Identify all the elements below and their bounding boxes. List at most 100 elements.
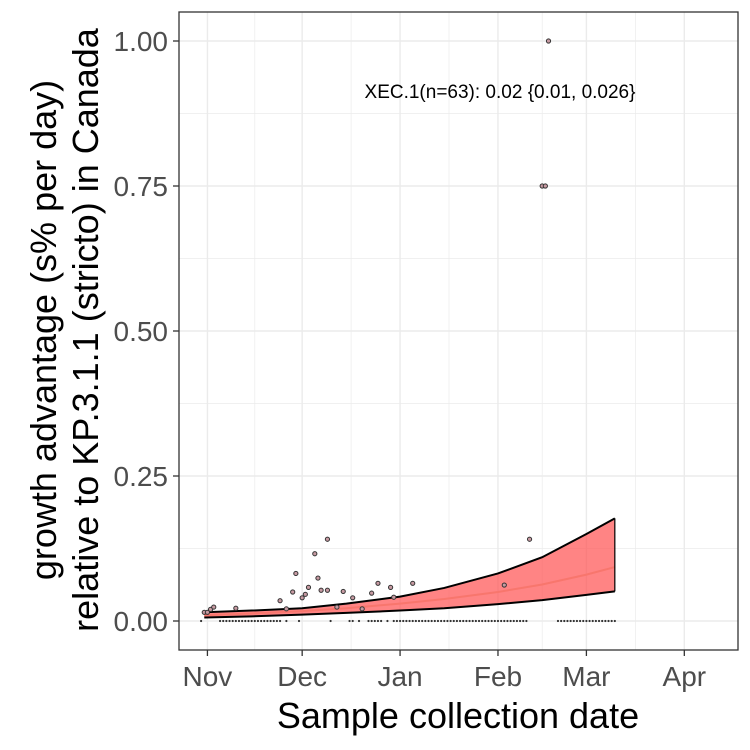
data-point bbox=[233, 605, 239, 611]
x-axis-title: Sample collection date bbox=[277, 695, 639, 736]
data-point bbox=[501, 582, 507, 588]
zero-point bbox=[613, 619, 616, 623]
zero-point bbox=[585, 619, 588, 623]
zero-point bbox=[560, 619, 563, 623]
zero-point bbox=[386, 619, 389, 623]
zero-point bbox=[500, 619, 503, 623]
data-point bbox=[391, 594, 397, 600]
zero-point bbox=[263, 619, 266, 623]
zero-point bbox=[465, 619, 468, 623]
zero-point bbox=[329, 619, 332, 623]
y-tick-label: 0.25 bbox=[114, 461, 169, 492]
zero-point bbox=[452, 619, 455, 623]
zero-point bbox=[285, 619, 288, 623]
x-tick-label: Mar bbox=[562, 661, 610, 692]
zero-point bbox=[272, 619, 275, 623]
zero-point bbox=[395, 619, 399, 623]
zero-point bbox=[421, 619, 424, 623]
data-point bbox=[312, 551, 318, 557]
y-tick-label: 0.75 bbox=[114, 171, 169, 202]
zero-point bbox=[588, 619, 591, 623]
band-upper-line bbox=[204, 517, 616, 614]
zero-point bbox=[417, 619, 421, 623]
data-point bbox=[299, 595, 305, 601]
zero-point bbox=[275, 619, 279, 623]
zero-point bbox=[490, 619, 493, 623]
x-tick-label: Apr bbox=[663, 661, 707, 692]
zero-point bbox=[503, 619, 506, 623]
data-point bbox=[375, 580, 381, 586]
zero-point bbox=[250, 619, 253, 623]
data-point bbox=[324, 536, 331, 542]
zero-point bbox=[348, 619, 351, 623]
zero-point bbox=[351, 619, 354, 623]
data-point bbox=[318, 587, 324, 593]
zero-point bbox=[278, 619, 282, 623]
zero-point bbox=[569, 619, 572, 623]
zero-point bbox=[515, 619, 519, 623]
zero-point bbox=[474, 619, 477, 623]
zero-point bbox=[398, 619, 402, 623]
zero-point bbox=[572, 619, 575, 623]
zero-point bbox=[487, 619, 490, 623]
data-point bbox=[283, 606, 289, 612]
y-tick-label: 1.00 bbox=[114, 26, 169, 57]
zero-point bbox=[455, 619, 459, 623]
zero-point bbox=[440, 619, 443, 623]
data-point bbox=[526, 536, 533, 542]
x-tick-label: Feb bbox=[474, 661, 522, 692]
zero-point bbox=[414, 619, 417, 623]
zero-point bbox=[436, 619, 440, 623]
zero-point bbox=[433, 619, 436, 623]
zero-point bbox=[477, 619, 481, 623]
data-point bbox=[293, 570, 299, 577]
x-tick-label: Jan bbox=[377, 661, 422, 692]
zero-point bbox=[234, 619, 237, 623]
zero-point bbox=[380, 619, 383, 623]
data-point bbox=[410, 580, 416, 586]
zero-point bbox=[402, 619, 405, 623]
zero-point bbox=[578, 619, 582, 623]
zero-point bbox=[247, 619, 250, 623]
data-point bbox=[369, 590, 375, 596]
zero-point bbox=[493, 619, 496, 623]
zero-point bbox=[367, 619, 370, 623]
zero-point bbox=[266, 619, 269, 623]
zero-point bbox=[506, 619, 509, 623]
data-point bbox=[315, 575, 321, 581]
data-point bbox=[211, 604, 217, 610]
zero-point bbox=[468, 619, 471, 623]
zero-point bbox=[218, 619, 222, 623]
zero-point bbox=[256, 619, 260, 623]
y-tick-label: 0.50 bbox=[114, 316, 169, 347]
zero-point bbox=[575, 619, 579, 623]
x-tick-label: Dec bbox=[277, 661, 327, 692]
fit-line bbox=[204, 566, 616, 617]
zero-point bbox=[225, 619, 228, 623]
data-point bbox=[324, 587, 331, 593]
zero-point bbox=[370, 619, 373, 623]
zero-point bbox=[269, 619, 272, 623]
zero-point bbox=[481, 619, 484, 623]
zero-point bbox=[449, 619, 452, 623]
zero-point bbox=[594, 619, 597, 623]
zero-point bbox=[462, 619, 465, 623]
y-tick-label: 0.00 bbox=[114, 606, 169, 637]
zero-point bbox=[253, 619, 256, 623]
zero-point bbox=[260, 619, 263, 623]
zero-point bbox=[376, 619, 380, 623]
x-tick-label: Nov bbox=[183, 661, 233, 692]
data-point bbox=[290, 589, 296, 595]
confidence-band bbox=[204, 518, 615, 618]
data-point bbox=[305, 584, 312, 590]
data-point bbox=[542, 183, 548, 189]
zero-point bbox=[509, 619, 512, 623]
zero-point bbox=[471, 619, 474, 623]
zero-point bbox=[430, 619, 433, 623]
zero-point bbox=[458, 619, 462, 623]
zero-point bbox=[610, 619, 613, 623]
data-point bbox=[359, 606, 365, 612]
zero-point bbox=[297, 619, 301, 623]
data-point bbox=[204, 609, 211, 615]
